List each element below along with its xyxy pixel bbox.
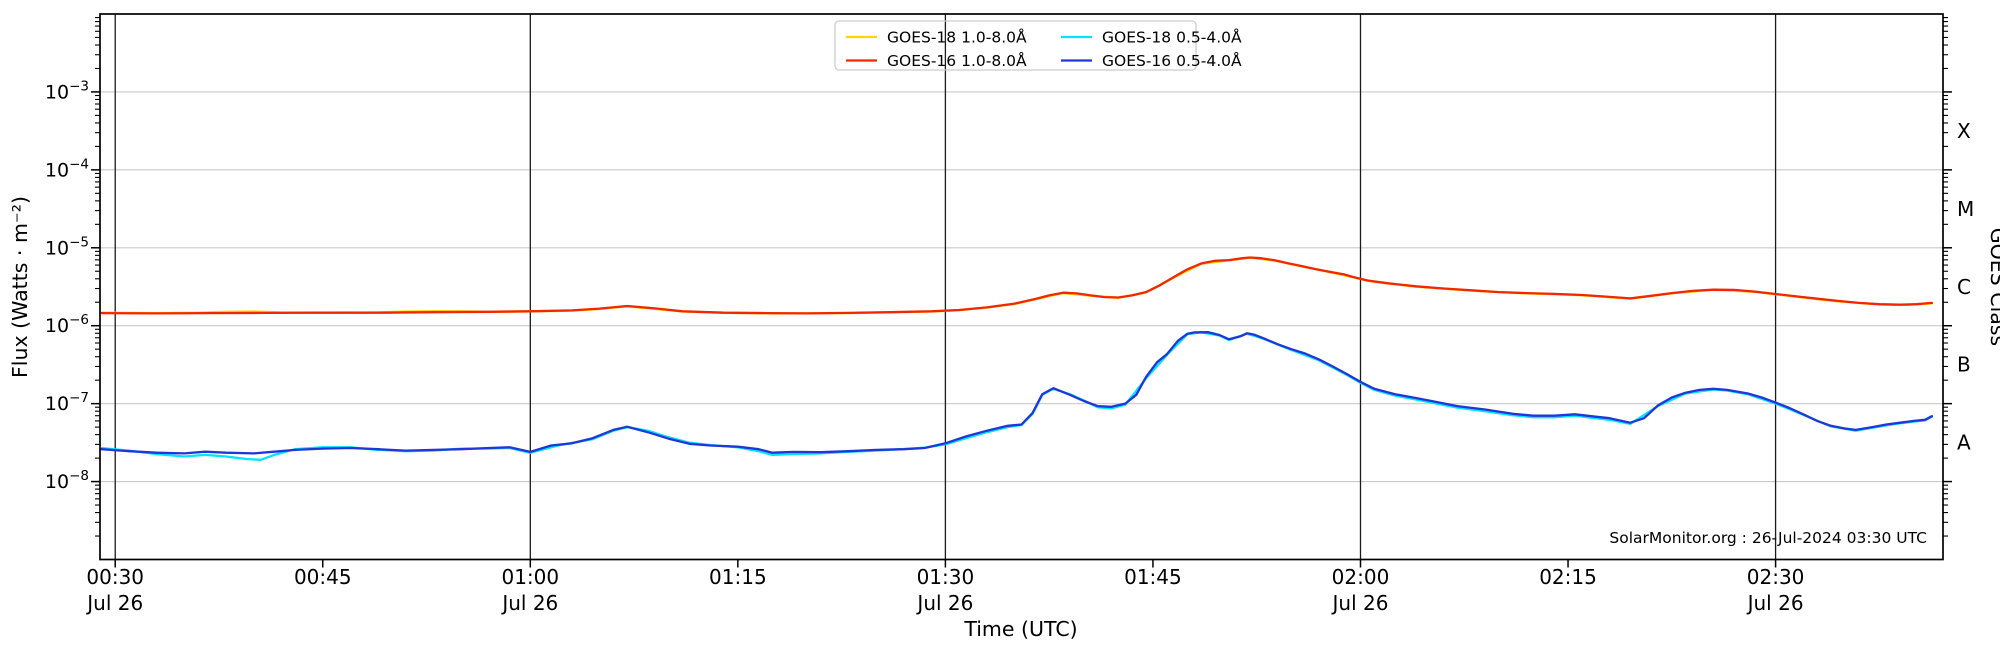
y-tick-label: 10−8: [45, 468, 89, 493]
x-tick-date: Jul 26: [1331, 591, 1389, 615]
legend-box: [834, 20, 1197, 71]
series-goes18_long-line: [100, 256, 1934, 315]
y-tick-label: 10−7: [45, 390, 89, 415]
source-annotation: SolarMonitor.org : 26-Jul-2024 03:30 UTC: [1609, 529, 1927, 547]
x-tick-label: 00:45: [294, 565, 352, 589]
x-tick-label: 01:45: [1124, 565, 1182, 589]
x-tick-label: 02:30: [1747, 565, 1805, 589]
gridlines-layer: [100, 91, 1943, 483]
goes-class-label: C: [1957, 275, 1971, 299]
x-tick-label: 01:00: [501, 565, 559, 589]
x-tick-date: Jul 26: [500, 591, 558, 615]
legend-label-goes18_long: GOES-18 1.0-8.0Å: [887, 28, 1027, 47]
x-tick-label: 02:15: [1539, 565, 1597, 589]
goes-class-label: X: [1957, 119, 1971, 143]
goes-class-label: A: [1957, 431, 1971, 455]
series-goes16_long-line: [100, 256, 1934, 315]
series-goes16_short-line: [100, 331, 1934, 455]
goes-class-label: B: [1957, 353, 1971, 377]
x-tick-date: Jul 26: [1746, 591, 1804, 615]
x-tick-label: 02:00: [1332, 565, 1390, 589]
y-tick-label: 10−6: [45, 312, 89, 337]
x-tick-date: Jul 26: [915, 591, 973, 615]
x-tick-date: Jul 26: [85, 591, 143, 615]
plot-border: [99, 13, 1944, 561]
right-axis-label: GOES Class: [1986, 228, 2000, 346]
legend: GOES-18 1.0-8.0Å GOES-16 1.0-8.0Å GOES-18 …: [834, 20, 1242, 71]
x-tick-label: 01:15: [709, 565, 767, 589]
series-goes18_short-line: [100, 331, 1934, 461]
y-axis-label: Flux (Watts · m⁻²): [8, 196, 32, 378]
x-axis-label: Time (UTC): [963, 617, 1077, 641]
x-tick-label: 00:30: [86, 565, 144, 589]
goes-class-label: M: [1957, 197, 1974, 221]
hour-lines-layer: [114, 14, 1777, 560]
legend-label-goes16_long: GOES-16 1.0-8.0Å: [887, 51, 1027, 70]
x-tick-label: 01:30: [917, 565, 975, 589]
y-tick-label: 10−3: [45, 78, 89, 103]
legend-label-goes18_short: GOES-18 0.5-4.0Å: [1102, 28, 1242, 47]
y-tick-label: 10−5: [45, 234, 89, 259]
legend-label-goes16_short: GOES-16 0.5-4.0Å: [1102, 51, 1242, 70]
series-layer: [100, 256, 1934, 461]
y-tick-label: 10−4: [45, 156, 89, 181]
